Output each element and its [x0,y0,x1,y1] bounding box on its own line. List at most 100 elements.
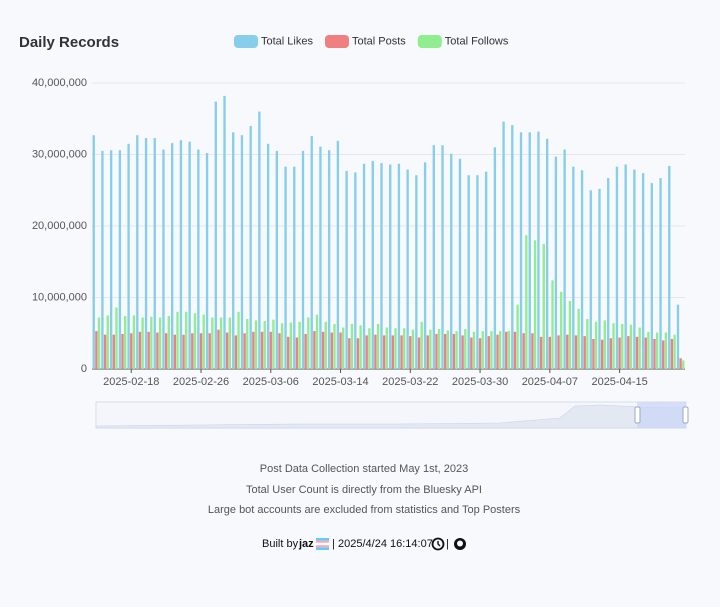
bar [284,166,287,369]
bar [275,150,279,369]
history-icon[interactable] [431,537,445,551]
bar [333,323,336,369]
bar [505,331,508,369]
bar [339,332,342,369]
bar [228,317,232,369]
legend-item[interactable]: Total Follows [417,35,509,48]
bar [458,158,462,369]
bar [563,149,566,369]
bar [191,333,194,369]
bar [437,328,441,369]
bar [435,333,438,369]
slider-window[interactable] [637,402,686,428]
bar [202,314,205,369]
bar [345,170,348,369]
bar [118,150,122,369]
bar [516,304,519,369]
bar [519,132,523,369]
bar [589,190,592,369]
bar [598,188,601,369]
bar [307,317,310,369]
separator: | [332,538,335,550]
legend-swatch [234,35,258,48]
bar [304,333,307,369]
legend-label: Total Likes [261,35,313,47]
bar [682,360,685,369]
bar [664,332,668,369]
bar [633,169,636,369]
legend-swatch [417,35,442,48]
separator: | [446,538,449,550]
bar [513,331,517,369]
bar [502,121,505,369]
bar [278,333,281,369]
author[interactable]: jaz [298,538,314,550]
bar [336,140,340,369]
bar [522,333,525,369]
bar [507,331,511,369]
bar [301,150,305,369]
bar [197,149,200,369]
bar [615,166,619,369]
bar [586,318,589,369]
bar [659,178,662,369]
bar [185,311,188,369]
bar [368,328,371,369]
bar [476,175,479,369]
bar [211,317,214,369]
bar [371,160,374,369]
bar [560,291,563,369]
bar [542,243,545,369]
bar [624,164,627,369]
bar [310,135,313,369]
bar [330,332,333,369]
x-tick-label: 2025-02-26 [173,376,229,388]
bar [635,336,639,369]
bar [583,336,586,369]
bar [109,150,113,369]
x-tick-label: 2025-03-22 [382,376,438,388]
bar [647,331,650,369]
bar [287,336,290,369]
bar [115,307,118,369]
bar [638,327,641,369]
bar [525,235,528,369]
bar [156,332,159,369]
bar [150,316,153,369]
bar [603,320,606,369]
legend-item[interactable]: Total Likes [234,35,313,48]
bar [237,311,240,369]
y-tick-label: 0 [81,363,87,375]
bar [365,335,368,369]
github-icon[interactable] [454,538,466,550]
legend[interactable]: Total Likes Total Posts Total Follows [234,35,509,48]
bar [246,318,249,369]
plot: 0 10,000,000 20,000,000 30,000,000 40,000,00… [32,77,685,388]
bar [266,143,270,369]
bar [461,335,464,369]
slider-handle[interactable] [634,406,641,424]
x-tick-label: 2025-03-30 [452,376,508,388]
y-tick-label: 20,000,000 [32,220,87,232]
bar [217,329,220,369]
bar [484,171,488,369]
bar [376,323,380,369]
footer-note: Post Data Collection started May 1st, 20… [260,463,469,475]
bar [472,331,476,369]
legend-item[interactable]: Total Posts [324,35,406,48]
bar [208,333,211,369]
bar [359,325,362,369]
zoom-slider[interactable] [95,401,689,429]
bar [179,140,183,369]
bar [214,101,217,369]
bar [315,314,319,369]
bar [455,331,458,369]
slider-handle[interactable] [682,406,689,424]
bar [644,337,647,369]
bar [409,336,412,369]
bar [327,150,331,369]
bar [324,321,327,369]
bar [382,335,386,369]
bar [176,311,179,369]
